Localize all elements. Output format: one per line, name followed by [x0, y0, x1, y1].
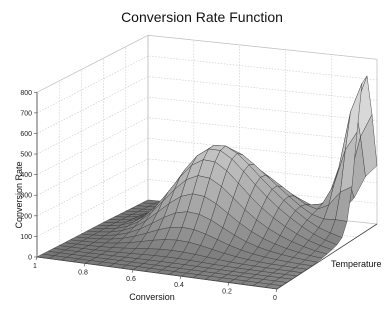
x-axis-line	[36, 256, 278, 290]
x-tick-label: 0.6	[126, 276, 136, 283]
z-tick-label: 400	[20, 172, 32, 179]
z-axis-label: Conversion Rate	[14, 161, 24, 228]
x-tick-mark	[179, 276, 182, 280]
x-axis-label: Conversion	[129, 292, 175, 302]
z-tick-label: 700	[20, 110, 32, 117]
z-gridline	[36, 76, 378, 134]
x-tick-label: 0	[273, 295, 277, 302]
x-tick-mark	[131, 269, 134, 273]
z-tick-label: 100	[20, 234, 32, 241]
x-tick-label: 0.8	[78, 269, 88, 276]
x-tick-label: 0.4	[174, 282, 184, 289]
x-tick-label: 0.2	[222, 289, 232, 296]
z-tick-label: 300	[20, 193, 32, 200]
z-gridline	[36, 55, 378, 114]
y-axis-label: Temperature	[331, 259, 382, 269]
surface-mesh	[36, 75, 378, 290]
z-tick-label: 800	[20, 90, 32, 97]
z-tick-label: 0	[28, 255, 32, 262]
z-gridline	[36, 34, 378, 93]
z-tick-label: 600	[20, 131, 32, 138]
x-tick-label: 1	[33, 263, 37, 270]
x-tick-mark	[35, 256, 38, 261]
axis-ticks: 0 100 200 300 400 500 600 700 800 1 0.8 0.6 0.4 0.2 0	[20, 90, 378, 302]
x-tick-mark	[83, 263, 86, 267]
x-tick-mark	[227, 282, 230, 286]
z-tick-label: 200	[20, 213, 32, 220]
y-axis-line	[276, 223, 378, 290]
z-tick-label: 500	[20, 152, 32, 159]
chart-title: Conversion Rate Function	[121, 9, 283, 25]
z-gridline	[36, 96, 378, 155]
x-tick-mark	[275, 288, 278, 293]
